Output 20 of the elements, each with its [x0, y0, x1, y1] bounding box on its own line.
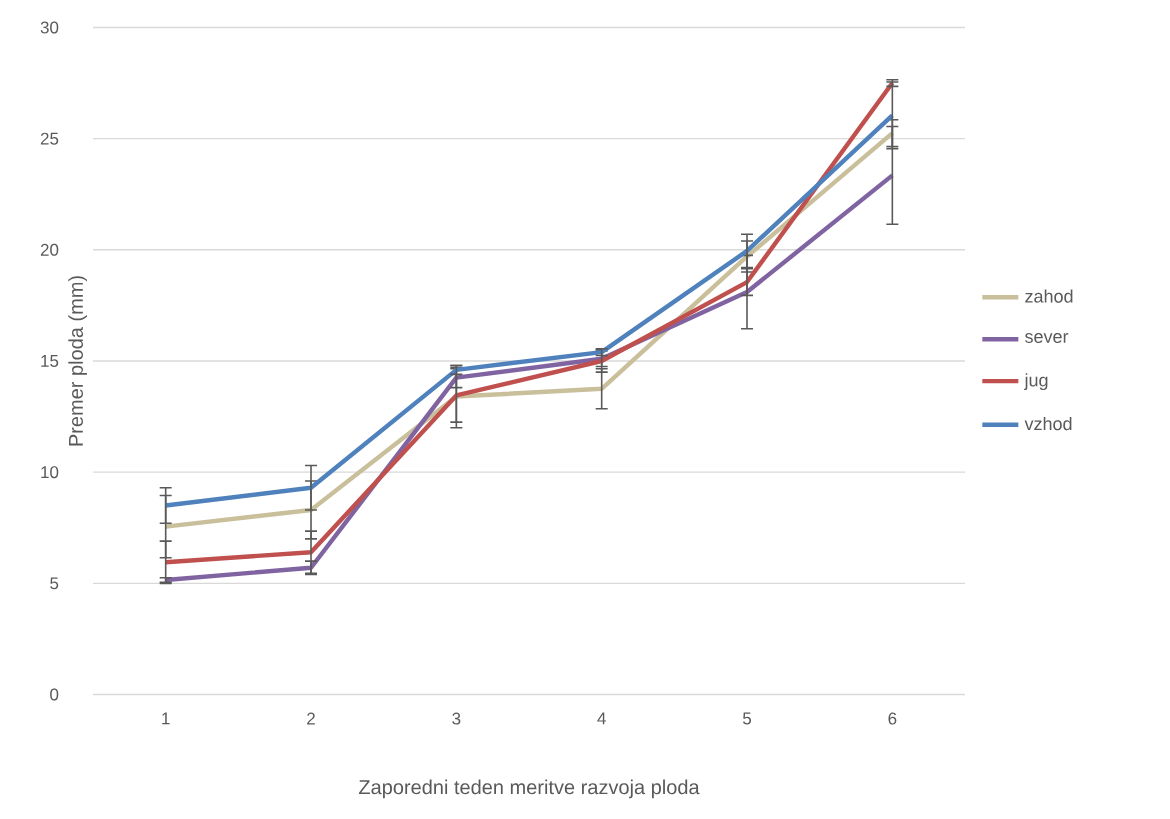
x-axis-title: Zaporedni teden meritve razvoja ploda: [358, 779, 700, 799]
y-tick-label: 30: [40, 21, 59, 34]
y-tick-label: 0: [50, 688, 59, 701]
line-series: [163, 80, 895, 565]
x-tick-label: 5: [742, 712, 752, 725]
x-tick-label: 1: [162, 712, 170, 725]
x-tick-label: 3: [452, 712, 461, 725]
legend-label: vzhod: [1024, 416, 1072, 431]
x-tick-label: 2: [307, 712, 315, 725]
y-tick-label: 5: [50, 577, 59, 590]
legend-label: zahod: [1025, 289, 1073, 303]
y-axis-title: Premer ploda (mm): [68, 276, 87, 446]
y-tick-label: 25: [40, 132, 59, 145]
legend-label: sever: [1025, 333, 1069, 343]
y-tick-label: 15: [41, 355, 59, 367]
y-tick-label: 20: [40, 243, 59, 256]
x-tick-label: 4: [597, 712, 606, 725]
legend-label: jug: [1024, 373, 1048, 391]
x-tick-label: 6: [888, 712, 897, 725]
y-tick-label: 10: [41, 466, 59, 479]
